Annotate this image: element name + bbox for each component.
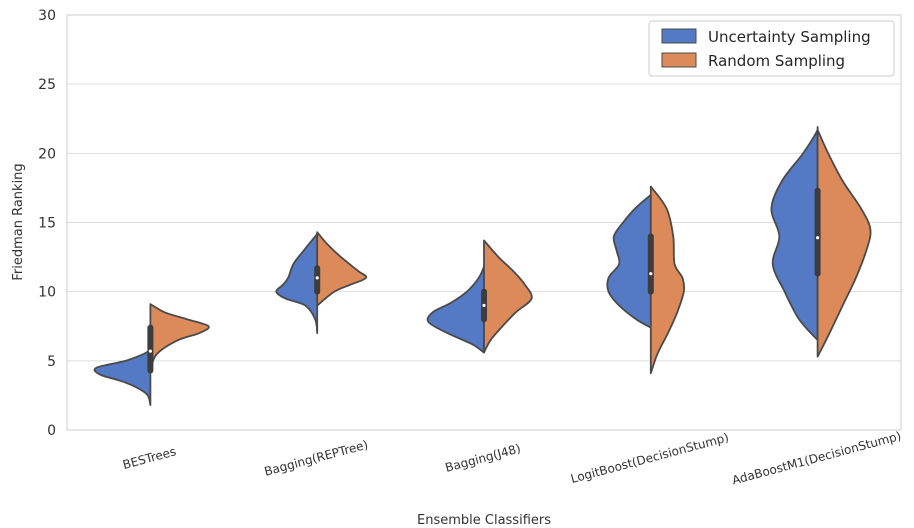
y-axis-label: Friedman Ranking xyxy=(11,163,26,280)
violin-random-1 xyxy=(316,231,368,307)
violin-random-2 xyxy=(483,239,533,354)
legend-frame xyxy=(648,20,895,77)
violin-random-4 xyxy=(816,128,872,358)
x-tick-label: Bagging(REPTree) xyxy=(263,438,370,479)
y-tick-label: 30 xyxy=(38,8,56,24)
box-median xyxy=(148,349,152,353)
violin-random-3 xyxy=(649,185,686,375)
y-tick-labels: 0 5 10 15 20 25 30 xyxy=(38,8,56,439)
legend-swatch-random xyxy=(661,52,697,68)
violins xyxy=(93,126,872,406)
violin-uncertainty-3 xyxy=(606,193,652,329)
legend-label-uncertainty: Uncertainty Sampling xyxy=(708,28,871,46)
violin-uncertainty-1 xyxy=(275,232,319,335)
y-tick-label: 0 xyxy=(47,423,56,439)
x-tick-label: AdaBoostM1(DecisionStump) xyxy=(730,429,902,488)
box-median xyxy=(315,276,319,280)
x-tick-label: BESTrees xyxy=(121,444,177,472)
x-tick-label: LogitBoost(DecisionStump) xyxy=(569,430,730,486)
y-tick-label: 5 xyxy=(47,354,56,370)
violin-uncertainty-4 xyxy=(770,126,819,341)
legend-label-random: Random Sampling xyxy=(708,52,845,70)
y-tick-label: 15 xyxy=(38,216,56,232)
violin-uncertainty-2 xyxy=(426,265,485,354)
x-tick-labels: BESTrees Bagging(REPTree) Bagging(J48) Logi… xyxy=(121,429,903,488)
box-median xyxy=(482,303,486,308)
plot-frame xyxy=(66,14,902,431)
x-tick-label: Bagging(J48) xyxy=(444,441,523,475)
box-median xyxy=(816,236,820,240)
legend-swatch-uncertainty xyxy=(661,28,697,44)
y-tick-label: 20 xyxy=(38,146,56,162)
box-median xyxy=(649,272,653,276)
box-plots xyxy=(147,187,821,374)
y-tick-label: 10 xyxy=(38,285,56,301)
legend: Uncertainty Sampling Random Sampling xyxy=(648,20,895,77)
x-axis-label: Ensemble Classifiers xyxy=(417,513,551,528)
violin-random-0 xyxy=(149,303,210,371)
violin-uncertainty-0 xyxy=(93,348,152,406)
y-tick-label: 25 xyxy=(38,77,56,93)
